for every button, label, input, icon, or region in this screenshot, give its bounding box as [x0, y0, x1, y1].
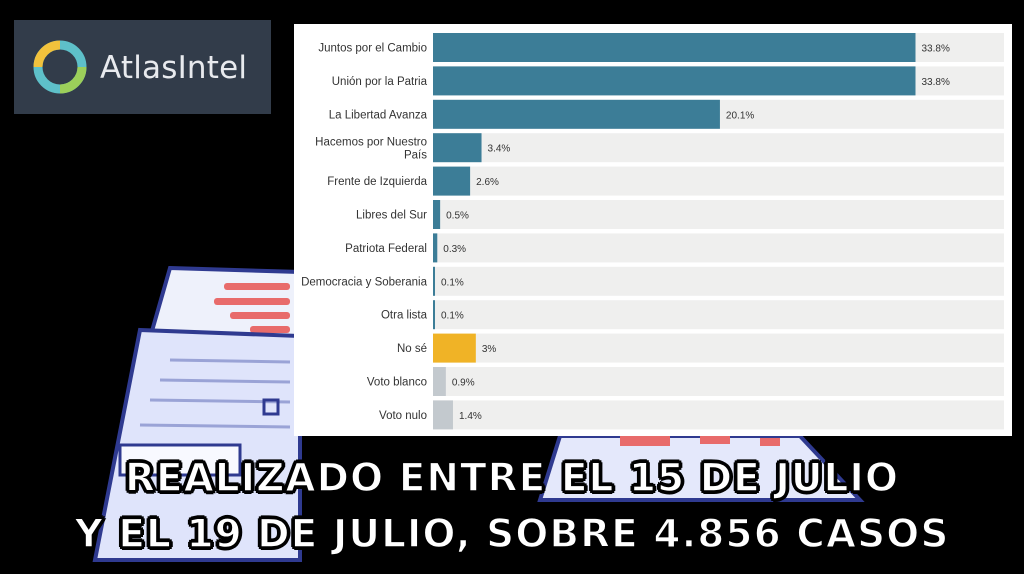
value-label: 0.5% [446, 211, 469, 222]
category-label: Frente de Izquierda [327, 176, 427, 188]
row-background [433, 300, 1004, 330]
category-label: Patriota Federal [345, 243, 427, 255]
bar [433, 333, 476, 363]
bar [433, 133, 482, 163]
bar [433, 400, 453, 430]
category-label: Hacemos por Nuestro País [315, 137, 427, 162]
category-label: Libres del Sur [356, 210, 427, 222]
value-label: 3.4% [488, 144, 511, 155]
value-label: 0.1% [441, 277, 464, 288]
value-label: 0.1% [441, 311, 464, 322]
value-label: 1.4% [459, 411, 482, 422]
row-background [433, 166, 1004, 196]
atlasintel-logo: AtlasIntel [14, 20, 271, 114]
ballot-paper-right [537, 434, 865, 502]
bar [433, 266, 435, 296]
value-label: 0.9% [452, 378, 475, 389]
bar [433, 66, 916, 96]
value-label: 0.3% [443, 244, 466, 255]
atlasintel-logo-icon [33, 40, 87, 94]
category-label: La Libertad Avanza [329, 109, 428, 121]
category-label: Democracia y Soberania [301, 276, 428, 288]
ballot-paper-back [147, 265, 302, 343]
row-background [433, 266, 1004, 296]
bar [433, 166, 471, 196]
row-background [433, 133, 1004, 163]
value-label: 33.8% [921, 77, 949, 88]
value-label: 33.8% [921, 44, 949, 55]
category-label: Voto blanco [367, 377, 427, 389]
value-label: 20.1% [726, 110, 754, 121]
bar [433, 200, 441, 229]
row-background [433, 367, 1004, 396]
row-background [433, 233, 1004, 263]
row-background [433, 333, 1004, 363]
atlasintel-logo-text: AtlasIntel [100, 50, 248, 86]
caption-line-1: REALIZADO ENTRE EL 15 DE JULIO [124, 455, 900, 502]
bar [433, 300, 435, 330]
row-background [433, 200, 1004, 229]
bar [433, 233, 438, 263]
value-label: 2.6% [476, 177, 499, 188]
results-bar-chart: Juntos por el Cambio 33.8% Unión por la Pa… [301, 33, 1004, 430]
bar [433, 367, 446, 396]
category-label: Juntos por el Cambio [318, 43, 427, 55]
bar [433, 33, 916, 62]
value-label: 3% [482, 344, 497, 355]
category-label: Otra lista [381, 310, 428, 322]
bar [433, 99, 720, 129]
ballot-paper-front [92, 327, 302, 562]
caption-line-2: Y EL 19 DE JULIO, SOBRE 4.856 CASOS [74, 511, 950, 558]
category-label: Voto nulo [379, 410, 427, 422]
category-label: No sé [397, 343, 427, 355]
category-label: Unión por la Patria [332, 76, 428, 88]
row-background [433, 400, 1004, 430]
chart-panel: Juntos por el Cambio 33.8% Unión por la Pa… [294, 24, 1012, 436]
